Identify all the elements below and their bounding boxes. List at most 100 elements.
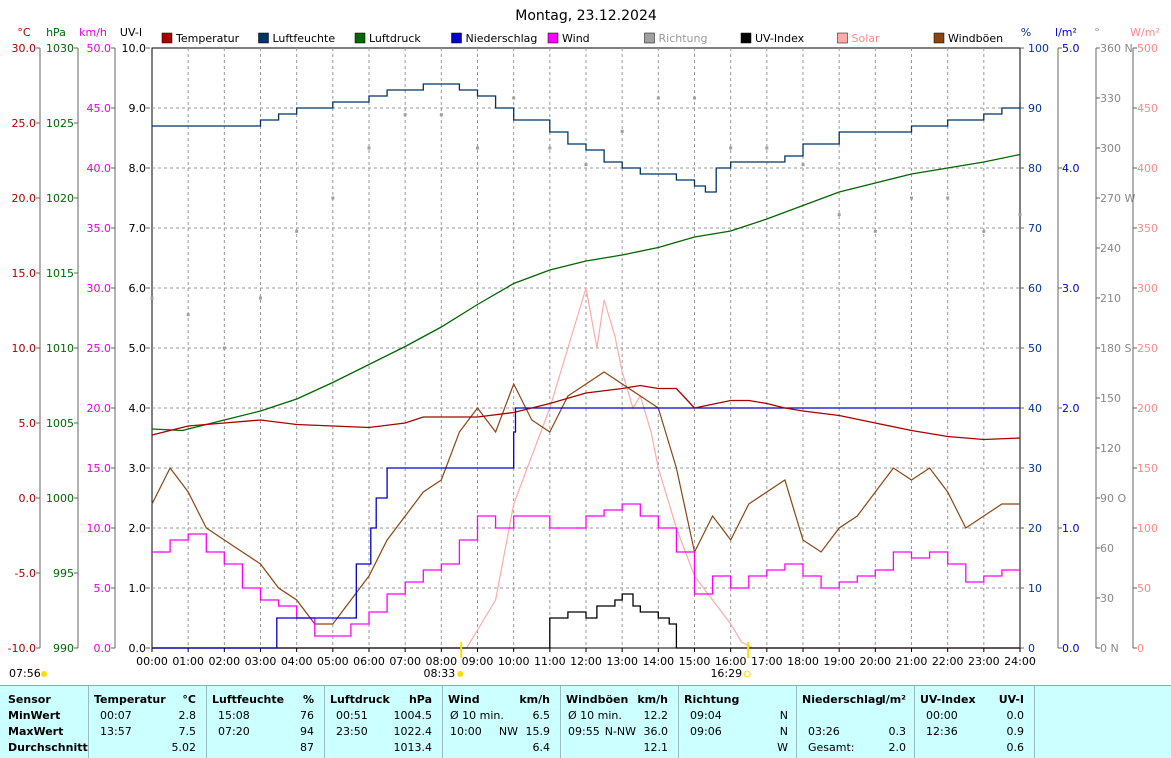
legend-swatch	[837, 32, 848, 44]
uv-tick-label: 3.0	[129, 462, 147, 475]
dir-unit-label: °	[1094, 26, 1100, 39]
uv-time: 12:36	[926, 725, 958, 738]
press-tick-label: 990	[53, 642, 74, 655]
uv-value: 0.6	[1006, 741, 1025, 754]
rain-tick-label: 5.0	[1062, 42, 1080, 55]
dir-tick-label: 0 N	[1100, 642, 1119, 655]
press-tick-label: 1010	[46, 342, 74, 355]
hum-tick-label: 80	[1028, 162, 1042, 175]
legend-swatch	[354, 32, 366, 44]
dir-tick-label: 240	[1100, 242, 1121, 255]
legend-swatch	[644, 32, 655, 44]
uv-unit: UV-I	[998, 693, 1024, 706]
dir-time: 09:06	[690, 725, 722, 738]
series-windben	[151, 371, 1020, 625]
rain-tick-label: 3.0	[1062, 282, 1080, 295]
stats-column	[206, 686, 325, 758]
hum-tick-label: 40	[1028, 402, 1042, 415]
press-tick-label: 1025	[46, 117, 74, 130]
stats-column	[796, 686, 915, 758]
gust-direction: N-NW	[604, 725, 636, 738]
chart-title: Montag, 23.12.2024	[515, 8, 657, 24]
x-tick-label: 21:00	[896, 655, 928, 668]
legend-label: Luftdruck	[369, 32, 421, 45]
x-tick-label: 09:00	[462, 655, 494, 668]
wind-tick-label: 20.0	[87, 402, 112, 415]
direction-point	[150, 296, 154, 300]
legend-label: Richtung	[659, 32, 708, 45]
stats-column	[324, 686, 443, 758]
dir-tick-label: 270 W	[1100, 192, 1135, 205]
legend-swatch	[258, 32, 269, 44]
direction-point	[403, 113, 407, 117]
direction-point	[331, 196, 335, 200]
solar-tick-label: 500	[1137, 42, 1158, 55]
solar-tick-label: 350	[1137, 222, 1158, 235]
rain-value: 2.0	[888, 741, 907, 754]
temp-value: 5.02	[171, 741, 197, 754]
temp-tick-label: 25.0	[12, 117, 37, 130]
temp-time: 00:07	[100, 709, 132, 722]
direction-point	[476, 146, 479, 150]
hum-time: 15:08	[218, 709, 250, 722]
press-value: 1022.4	[393, 725, 433, 738]
dir-tick-label: 30	[1100, 592, 1114, 605]
direction-point	[656, 96, 660, 100]
wind-time: Ø 10 min.	[450, 709, 504, 722]
temp-tick-label: 15.0	[12, 267, 37, 280]
dir-tick-label: 60	[1100, 542, 1114, 555]
rain-time: Gesamt:	[808, 741, 855, 754]
uv-tick-label: 9.0	[129, 102, 147, 115]
axes: 30.025.020.015.010.05.00.0-5.0-10.0°C103…	[8, 26, 1160, 655]
wind-tick-label: 15.0	[87, 462, 112, 475]
direction-point	[910, 196, 913, 200]
solar-tick-label: 450	[1137, 102, 1158, 115]
wind-tick-label: 25.0	[87, 342, 112, 355]
wind-direction: NW	[498, 725, 518, 738]
solar-tick-label: 150	[1137, 462, 1158, 475]
x-tick-label: 08:00	[425, 655, 457, 668]
left-time-label: 07:56	[9, 667, 41, 680]
temp-tick-label: -5.0	[15, 567, 36, 580]
hum-tick-label: 20	[1028, 522, 1042, 535]
x-tick-label: 20:00	[859, 655, 891, 668]
hum-tick-label: 0	[1028, 642, 1035, 655]
x-tick-label: 10:00	[498, 655, 530, 668]
solar-tick-label: 400	[1137, 162, 1158, 175]
uv-tick-label: 10.0	[122, 42, 147, 55]
direction-point	[620, 129, 624, 133]
series-wind	[152, 503, 1020, 637]
uv-tick-label: 7.0	[129, 222, 147, 235]
wind-tick-label: 40.0	[87, 162, 112, 175]
wind-time: 10:00	[450, 725, 482, 738]
press-time: 00:51	[336, 709, 368, 722]
direction-point	[186, 313, 190, 317]
dir-value: N	[779, 709, 788, 722]
solar-tick-label: 250	[1137, 342, 1158, 355]
direction-point	[1018, 213, 1022, 217]
press-tick-label: 1005	[46, 417, 74, 430]
temp-unit: °C	[182, 693, 196, 706]
gust-value: 36.0	[643, 725, 669, 738]
sunrise-sun-icon	[457, 671, 464, 677]
direction-point	[512, 96, 516, 100]
gust-value: 12.1	[643, 741, 669, 754]
legend-swatch	[547, 32, 559, 44]
rain-tick-label: 2.0	[1062, 402, 1080, 415]
hum-value: 76	[300, 709, 314, 722]
rain-tick-label: 1.0	[1062, 522, 1080, 535]
direction-point	[837, 213, 841, 217]
legend-swatch	[451, 32, 462, 44]
grid	[151, 47, 1021, 649]
hum-header: Luftfeuchte	[212, 693, 285, 706]
direction-point	[584, 163, 588, 167]
x-tick-label: 05:00	[317, 655, 349, 668]
row-label: MaxWert	[8, 725, 64, 738]
wind-header: Wind	[448, 693, 480, 706]
x-tick-label: 18:00	[787, 655, 819, 668]
x-tick-label: 22:00	[932, 655, 964, 668]
hum-value: 94	[300, 725, 314, 738]
uv-time: 00:00	[926, 709, 958, 722]
direction-point	[548, 146, 552, 150]
press-tick-label: 1015	[46, 267, 74, 280]
